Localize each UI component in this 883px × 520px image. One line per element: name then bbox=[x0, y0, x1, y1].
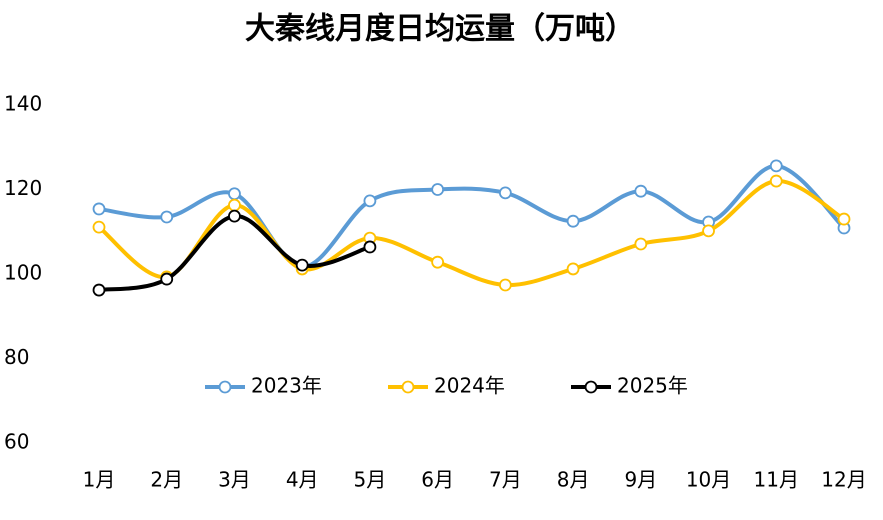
data-point bbox=[160, 210, 174, 224]
legend-marker bbox=[401, 380, 415, 394]
data-point bbox=[92, 202, 106, 216]
data-point bbox=[160, 272, 174, 286]
data-point bbox=[634, 184, 648, 198]
data-point bbox=[295, 258, 309, 272]
x-tick-label: 7月 bbox=[489, 468, 522, 492]
x-tick-label: 11月 bbox=[754, 468, 799, 492]
data-point bbox=[566, 214, 580, 228]
series-line bbox=[98, 163, 846, 269]
data-point bbox=[702, 224, 715, 238]
data-point bbox=[363, 240, 377, 254]
legend-marker bbox=[218, 380, 232, 394]
x-tick-label: 12月 bbox=[821, 468, 866, 492]
x-tick-label: 10月 bbox=[686, 468, 731, 492]
data-point bbox=[769, 159, 783, 173]
chart-title: 大秦线月度日均运量（万吨） bbox=[245, 12, 635, 47]
data-point bbox=[228, 198, 241, 212]
data-point bbox=[498, 186, 512, 200]
data-point bbox=[837, 212, 851, 226]
y-tick-label: 60 bbox=[4, 430, 29, 454]
data-point bbox=[498, 278, 512, 292]
y-tick-label: 80 bbox=[4, 345, 29, 369]
y-tick-label: 120 bbox=[4, 176, 42, 200]
x-tick-label: 6月 bbox=[421, 468, 454, 492]
data-point bbox=[566, 262, 580, 276]
data-point bbox=[769, 174, 783, 188]
y-tick-label: 100 bbox=[4, 261, 42, 285]
x-tick-label: 8月 bbox=[557, 468, 590, 492]
x-tick-label: 5月 bbox=[354, 468, 387, 492]
x-tick-label: 3月 bbox=[218, 468, 251, 492]
series-line bbox=[97, 179, 846, 287]
x-tick-label: 9月 bbox=[624, 468, 657, 492]
data-point bbox=[634, 237, 648, 251]
x-tick-label: 1月 bbox=[83, 468, 116, 492]
x-tick-label: 2月 bbox=[150, 468, 183, 492]
data-point bbox=[92, 283, 106, 297]
data-point bbox=[431, 183, 445, 196]
y-tick-label: 140 bbox=[4, 92, 42, 116]
legend-label: 2024年 bbox=[434, 374, 505, 398]
data-point bbox=[228, 209, 241, 223]
data-point bbox=[431, 255, 445, 269]
legend-label: 2025年 bbox=[617, 374, 688, 398]
x-tick-label: 4月 bbox=[286, 468, 319, 492]
data-point bbox=[228, 187, 241, 201]
data-point bbox=[92, 220, 106, 234]
legend-marker bbox=[584, 380, 598, 394]
legend-label: 2023年 bbox=[251, 374, 322, 398]
data-point bbox=[363, 194, 377, 208]
series-line bbox=[98, 214, 371, 293]
